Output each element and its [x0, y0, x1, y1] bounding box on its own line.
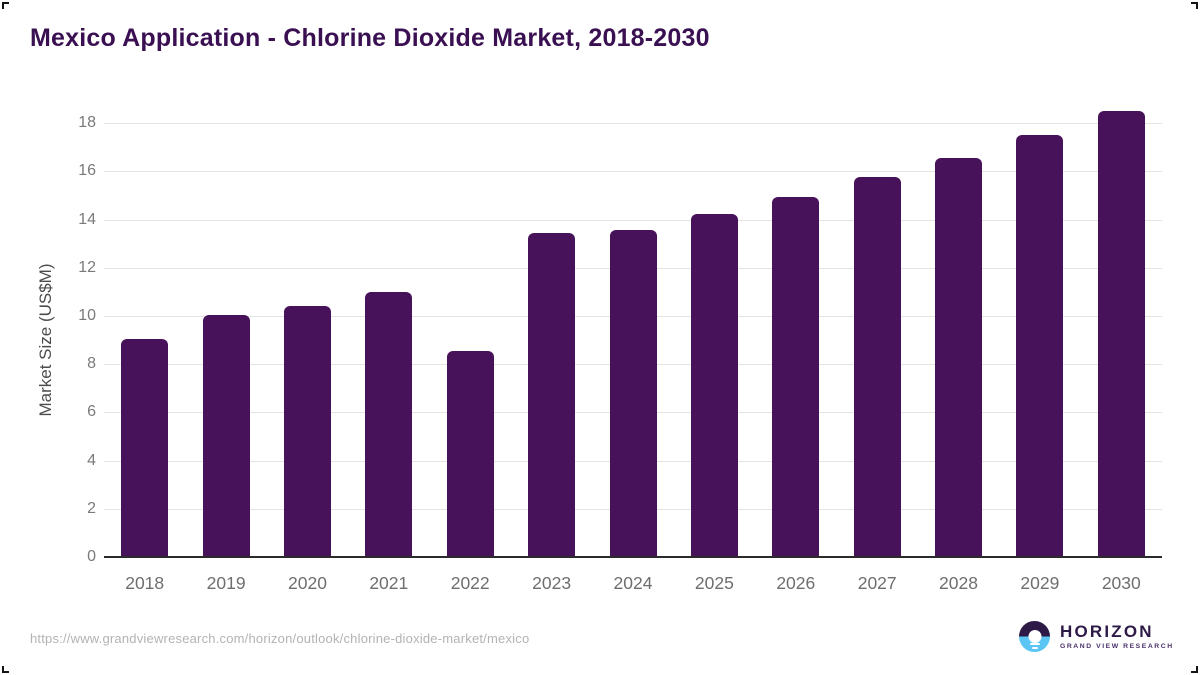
- x-axis-tick-label-2019: 2019: [206, 573, 246, 593]
- y-axis-tick-label-14: 14: [78, 210, 96, 228]
- y-axis-tick-label-8: 8: [87, 355, 96, 373]
- y-axis-tick-label-12: 12: [78, 258, 96, 276]
- y-axis-title: Market Size (US$M): [36, 263, 55, 417]
- gridline-y-14: [104, 219, 1162, 221]
- x-axis-tick-label-2023: 2023: [532, 573, 572, 593]
- corner-mark-top-right: [1191, 2, 1198, 9]
- bar-2026[interactable]: [772, 196, 820, 557]
- y-axis-tick-label-16: 16: [78, 162, 96, 180]
- horizon-sun-icon: [1019, 621, 1050, 652]
- source-url: https://www.grandviewresearch.com/horizo…: [30, 631, 530, 646]
- horizon-logo: HORIZON GRAND VIEW RESEARCH: [1019, 621, 1174, 652]
- bar-2025[interactable]: [690, 213, 738, 557]
- corner-mark-bottom-right: [1191, 666, 1198, 673]
- corner-mark-top-left: [2, 2, 9, 9]
- x-axis-tick-label-2020: 2020: [288, 573, 327, 593]
- x-axis-tick-label-2030: 2030: [1101, 573, 1141, 593]
- y-axis-tick-label-4: 4: [87, 451, 96, 469]
- y-axis-tick-label-6: 6: [87, 403, 96, 421]
- sun-circle-icon: [1028, 630, 1041, 643]
- gridline-y-16: [104, 171, 1162, 173]
- x-axis-tick-label-2022: 2022: [450, 573, 490, 593]
- water-line-icon: [1031, 646, 1038, 649]
- gridline-y-18: [104, 123, 1162, 125]
- y-axis-tick-label-0: 0: [87, 548, 96, 565]
- x-axis-tick-label-2024: 2024: [613, 573, 653, 593]
- x-axis-tick-label-2026: 2026: [776, 573, 816, 593]
- corner-mark-bottom-left: [2, 666, 9, 673]
- y-axis-tick-label-2: 2: [87, 499, 96, 517]
- y-axis-tick-label-18: 18: [78, 114, 96, 132]
- x-axis-tick-label-2025: 2025: [694, 573, 734, 593]
- bar-2018[interactable]: [121, 338, 169, 557]
- x-axis-tick-label-2018: 2018: [125, 573, 165, 593]
- x-axis-tick-label-2021: 2021: [369, 573, 409, 593]
- bar-2022[interactable]: [446, 350, 494, 557]
- x-axis-line: [104, 556, 1162, 558]
- x-axis-tick-label-2027: 2027: [857, 573, 897, 593]
- x-axis-tick-label-2028: 2028: [939, 573, 978, 593]
- logo-tagline: GRAND VIEW RESEARCH: [1060, 643, 1174, 650]
- bar-2019[interactable]: [202, 314, 250, 557]
- bar-2029[interactable]: [1016, 135, 1064, 558]
- bar-2021[interactable]: [365, 291, 413, 557]
- bar-2028[interactable]: [935, 158, 982, 557]
- y-axis-tick-label-10: 10: [78, 307, 96, 324]
- logo-text-block: HORIZON GRAND VIEW RESEARCH: [1060, 622, 1174, 651]
- logo-brand-name: HORIZON: [1060, 622, 1154, 641]
- bar-2027[interactable]: [853, 177, 901, 557]
- x-axis-tick-label-2029: 2029: [1020, 573, 1060, 593]
- chart-title: Mexico Application - Chlorine Dioxide Ma…: [30, 24, 710, 52]
- bar-2030[interactable]: [1097, 111, 1145, 557]
- bar-2020[interactable]: [284, 306, 331, 557]
- bar-2024[interactable]: [609, 230, 657, 557]
- water-line-icon: [1029, 643, 1040, 645]
- bar-2023[interactable]: [528, 232, 576, 557]
